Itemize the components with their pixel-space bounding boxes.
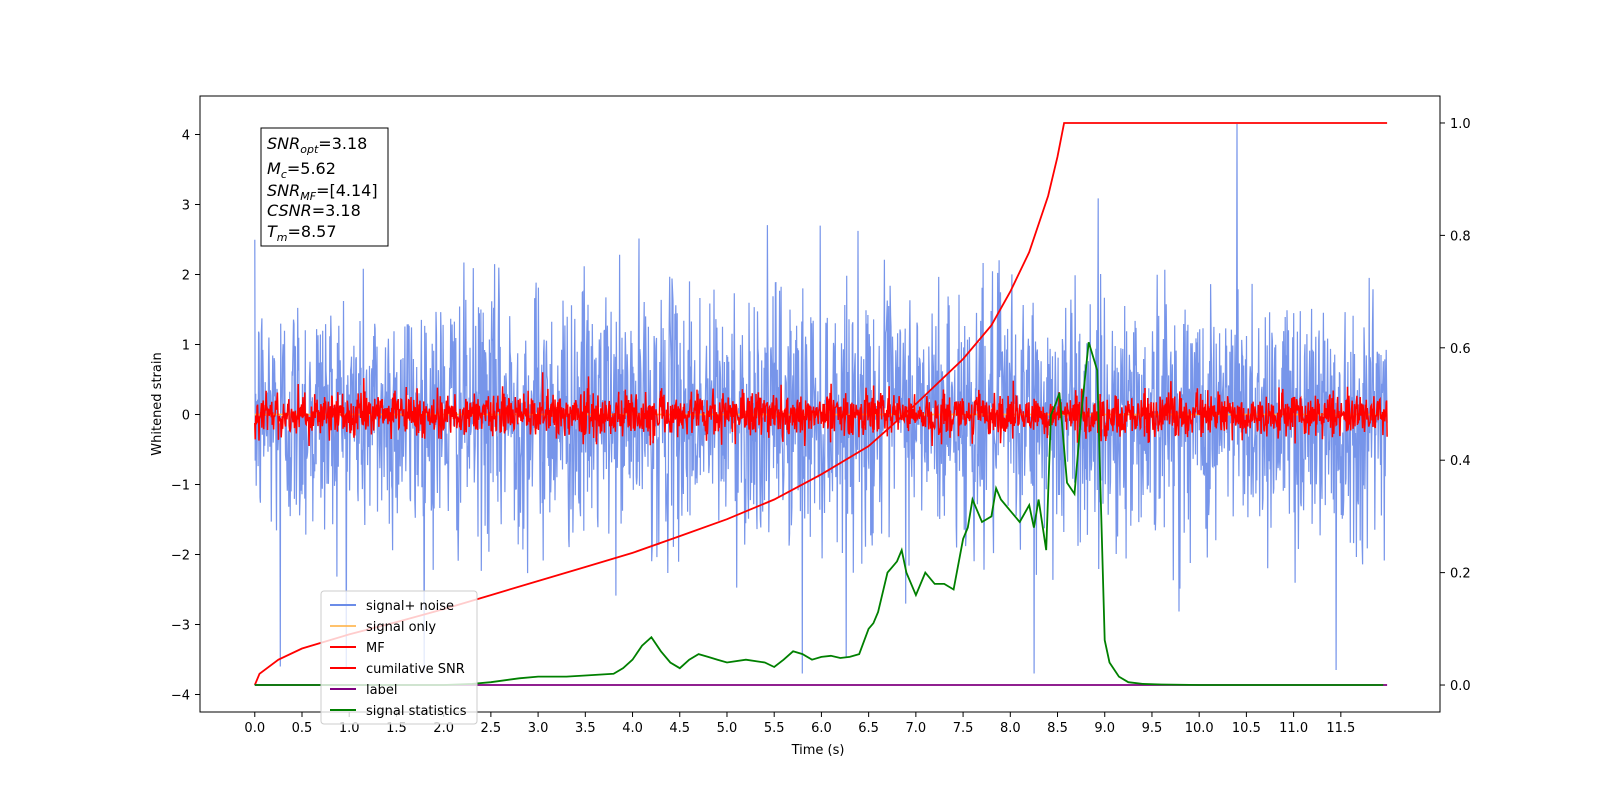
- x-tick-label: 1.5: [386, 721, 407, 736]
- x-tick-label: 5.5: [764, 721, 785, 736]
- x-tick-label: 11.0: [1279, 721, 1308, 736]
- x-tick-label: 3.0: [528, 721, 549, 736]
- x-tick-label: 11.5: [1326, 721, 1355, 736]
- plot-frame: [199, 95, 1441, 713]
- series-line-signal-statistics: [254, 341, 1384, 686]
- stat-snr-mf: SNRMF=[4.14]: [267, 181, 378, 203]
- y-left-tick-label: 2: [182, 269, 190, 284]
- y-left-tick-label: −4: [171, 689, 190, 704]
- legend-frame: [320, 590, 478, 725]
- x-tick-label: 8.0: [1000, 721, 1021, 736]
- x-tick-label: 5.0: [717, 721, 738, 736]
- x-tick-label: 10.5: [1232, 721, 1261, 736]
- x-tick-label: 9.0: [1094, 721, 1115, 736]
- x-axis: 0.0 0.5 1.0 1.5 2.0 2.5 3.0 3.5 4.0 4.5 5.0 5.5 6.0 6…: [244, 712, 1355, 736]
- x-tick-label: 7.0: [906, 721, 927, 736]
- y-left-tick-label: 0: [182, 409, 190, 424]
- x-tick-label: 2.5: [481, 721, 502, 736]
- x-tick-label: 10.0: [1185, 721, 1214, 736]
- legend-label: signal only: [366, 620, 436, 635]
- x-tick-label: 0.0: [244, 721, 265, 736]
- y-right-tick-label: 0.6: [1450, 342, 1471, 357]
- y-left-tick-label: −2: [171, 549, 190, 564]
- y-axis-right: 0.0 0.2 0.4 0.6 0.8 1.0: [1440, 117, 1471, 694]
- series-line-signal-noise: [254, 123, 1388, 674]
- x-tick-label: 6.5: [858, 721, 879, 736]
- y-left-tick-label: 3: [182, 199, 190, 214]
- stat-tm: Tm=8.57: [267, 222, 337, 244]
- x-tick-label: 1.0: [339, 721, 360, 736]
- x-tick-label: 8.5: [1047, 721, 1068, 736]
- y-right-tick-label: 0.4: [1450, 454, 1471, 469]
- legend-label: signal statistics: [366, 704, 467, 719]
- y-axis-left: −4 −3 −2 −1 0 1 2 3 4: [171, 129, 200, 704]
- legend-label: signal+ noise: [366, 599, 454, 614]
- x-tick-label: 4.0: [622, 721, 643, 736]
- y-axis-label: Whitened strain: [150, 352, 165, 455]
- y-left-tick-label: −1: [171, 479, 190, 494]
- y-right-tick-label: 0.2: [1450, 567, 1471, 582]
- y-right-tick-label: 0.8: [1450, 229, 1471, 244]
- stats-box: SNRopt=3.18 Mc=5.62 SNRMF=[4.14] CSNR=3.…: [260, 127, 389, 247]
- legend-label: label: [366, 683, 397, 698]
- series-line-mf: [254, 372, 1388, 447]
- x-tick-label: 0.5: [292, 721, 313, 736]
- x-tick-label: 9.5: [1142, 721, 1163, 736]
- x-tick-label: 3.5: [575, 721, 596, 736]
- x-tick-label: 4.5: [669, 721, 690, 736]
- legend-label: MF: [366, 641, 385, 656]
- y-right-tick-label: 0.0: [1450, 679, 1471, 694]
- x-tick-label: 6.0: [811, 721, 832, 736]
- x-tick-label: 2.0: [433, 721, 454, 736]
- x-tick-label: 7.5: [953, 721, 974, 736]
- stat-csnr: CSNR=3.18: [267, 201, 361, 220]
- x-axis-label: Time (s): [791, 743, 845, 758]
- y-left-tick-label: 4: [182, 129, 190, 144]
- legend: signal+ noise signal only MF cumilative SNR…: [320, 590, 478, 725]
- stat-mc: Mc=5.62: [267, 159, 336, 181]
- legend-label: cumilative SNR: [366, 662, 465, 677]
- y-left-tick-label: −3: [171, 619, 190, 634]
- y-right-tick-label: 1.0: [1450, 117, 1471, 132]
- y-left-tick-label: 1: [182, 339, 190, 354]
- stats-box-frame: [260, 127, 389, 247]
- stat-snr-opt: SNRopt=3.18: [267, 134, 367, 156]
